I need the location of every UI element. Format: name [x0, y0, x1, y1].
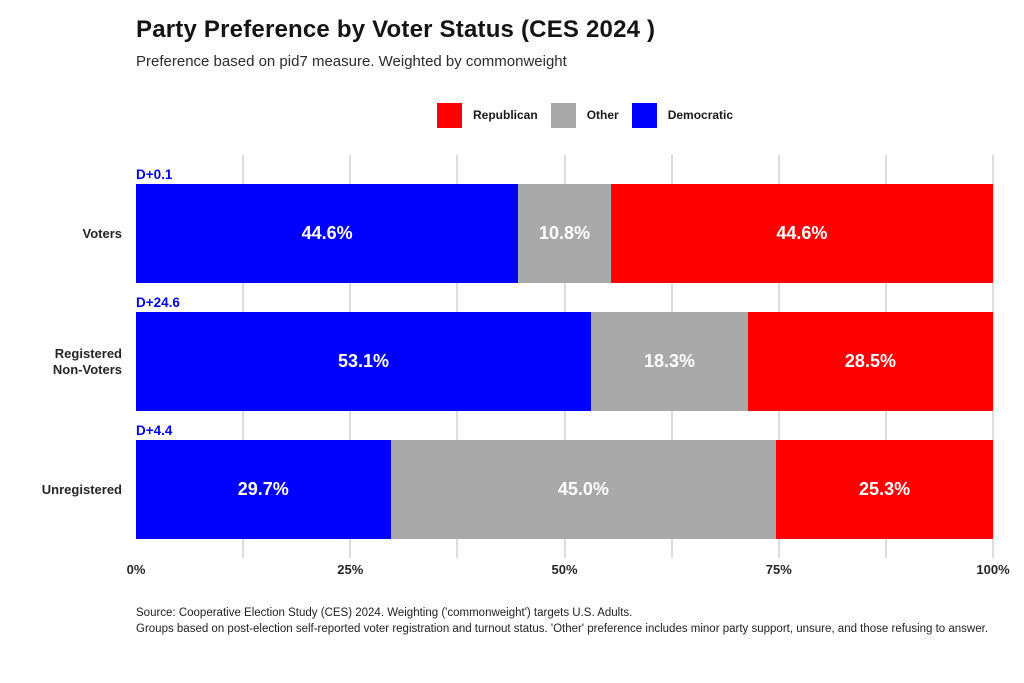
source-note-line1: Source: Cooperative Election Study (CES)…	[136, 607, 633, 619]
margin-annotation: D+4.4	[136, 422, 173, 438]
bar-row: D+24.6 Registered Non-Voters 53.1% 18.3% 28.…	[53, 283, 993, 411]
bar-segment-republican: 44.6%	[610, 184, 993, 283]
source-note-line2: Groups based on post-election self-repor…	[136, 623, 989, 635]
x-axis: 0% 25% 50% 75% 100%	[127, 562, 1010, 580]
source-note: Source: Cooperative Election Study (CES)…	[136, 605, 996, 637]
legend-swatch-democratic	[631, 102, 657, 128]
legend-label-democratic: Democratic	[667, 108, 734, 122]
bar-row: D+4.4 Unregistered 29.7% 45.0% 25.3%	[42, 411, 993, 539]
category-label: Unregistered	[41, 481, 122, 497]
bar-rows: D+0.1 Voters 44.6% 10.8% 44.6% D+24.6 Register…	[42, 155, 993, 539]
segment-value-label: 25.3%	[859, 479, 911, 499]
legend-label-republican: Republican	[473, 108, 538, 122]
chart-subtitle: Preference based on pid7 measure. Weight…	[136, 53, 567, 70]
segment-value-label: 45.0%	[557, 479, 609, 499]
plot-area: D+0.1 Voters 44.6% 10.8% 44.6% D+24.6 Register…	[42, 155, 994, 558]
segment-value-label: 18.3%	[643, 351, 695, 371]
segment-value-label: 10.8%	[538, 223, 591, 243]
category-label: Voters	[82, 225, 123, 241]
bar-segment-other: 18.3%	[591, 312, 748, 411]
x-tick-label: 25%	[337, 562, 364, 577]
margin-annotation: D+24.6	[136, 294, 180, 310]
segment-value-label: 29.7%	[237, 479, 289, 499]
x-tick-label: 75%	[765, 562, 792, 577]
margin-annotation: D+0.1	[136, 166, 173, 182]
legend-label-other: Other	[586, 108, 619, 122]
bar-row: D+0.1 Voters 44.6% 10.8% 44.6%	[83, 155, 993, 283]
segment-value-label: 28.5%	[844, 351, 896, 371]
bar-segment-other: 45.0%	[390, 440, 777, 539]
segment-value-label: 44.6%	[301, 223, 353, 243]
legend-swatch-other	[550, 102, 576, 128]
x-tick-label: 0%	[126, 562, 146, 577]
x-tick-label: 50%	[551, 562, 578, 577]
bar-segment-democratic: 44.6%	[136, 184, 519, 283]
stacked-bar: Voters 44.6% 10.8% 44.6%	[83, 184, 993, 283]
bar-segment-other: 10.8%	[518, 184, 611, 283]
legend: Republican Other Democratic	[437, 101, 746, 129]
stacked-bar: Registered Non-Voters 53.1% 18.3% 28.5%	[53, 312, 993, 411]
chart-title: Party Preference by Voter Status (CES 20…	[136, 16, 656, 43]
x-tick-label: 100%	[976, 562, 1010, 577]
bar-segment-democratic: 29.7%	[136, 440, 391, 539]
segment-value-label: 53.1%	[338, 351, 390, 371]
gridline-100pct	[992, 155, 994, 558]
category-label: Registered Non-Voters	[52, 345, 122, 377]
bar-segment-republican: 28.5%	[747, 312, 993, 411]
segment-value-label: 44.6%	[776, 223, 828, 243]
bar-segment-democratic: 53.1%	[136, 312, 592, 411]
legend-swatch-republican	[437, 102, 462, 128]
bar-segment-republican: 25.3%	[776, 440, 993, 539]
stacked-bar: Unregistered 29.7% 45.0% 25.3%	[42, 440, 993, 539]
